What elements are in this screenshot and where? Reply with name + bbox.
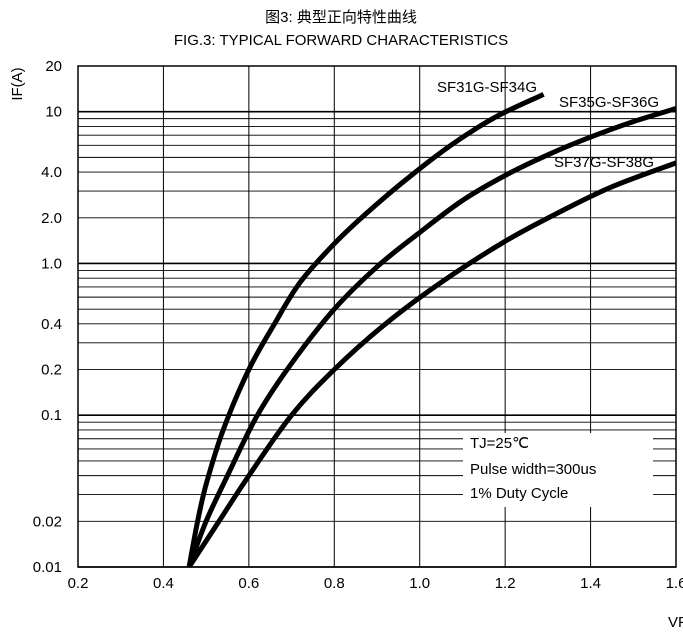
x-axis-label: VF [668,614,683,631]
chart-title: 图3: 典型正向特性曲线 [265,9,417,26]
series-line-2 [186,160,676,567]
plot-frame [77,65,677,568]
annotation-duty-cycle: 1% Duty Cycle [470,485,568,502]
annotation-temperature: TJ=25℃ [470,435,529,452]
y-tick-label-3: 2.0 [41,210,62,227]
series-line-0 [186,92,545,567]
series-line-1 [186,106,676,567]
curves [186,92,676,567]
y-tick-label-9: 0.01 [33,559,62,576]
series-label-sf31g-sf34g: SF31G-SF34G [437,79,537,96]
x-tick-label-3: 0.8 [324,575,345,592]
annotation-box [463,433,653,507]
tick-labels: 0.2 0.4 0.6 0.8 1.0 1.2 1.4 1.6 20 10 4.0 2.0 1.0 0.4… [33,58,683,592]
x-tick-label-0: 0.2 [68,575,89,592]
y-tick-label-0: 20 [45,58,62,75]
y-tick-label-6: 0.2 [41,362,62,379]
chart-subtitle: FIG.3: TYPICAL FORWARD CHARACTERISTICS [174,32,508,49]
y-tick-label-5: 0.4 [41,316,62,333]
x-tick-label-5: 1.2 [495,575,516,592]
y-tick-label-4: 1.0 [41,255,62,272]
y-tick-label-8: 0.02 [33,513,62,530]
annotation-pulse-width: Pulse width=300us [470,461,596,478]
x-tick-label-6: 1.4 [580,575,601,592]
series-label-sf35g-sf36g: SF35G-SF36G [559,94,659,111]
y-tick-label-1: 10 [45,104,62,121]
x-tick-label-4: 1.0 [409,575,430,592]
series-label-sf37g-sf38g: SF37G-SF38G [554,154,654,171]
x-tick-label-7: 1.6 [666,575,683,592]
x-tick-label-2: 0.6 [238,575,259,592]
x-tick-label-1: 0.4 [153,575,174,592]
y-axis-label: IF(A) [9,67,26,100]
y-tick-label-7: 0.1 [41,407,62,424]
y-tick-label-2: 4.0 [41,164,62,181]
